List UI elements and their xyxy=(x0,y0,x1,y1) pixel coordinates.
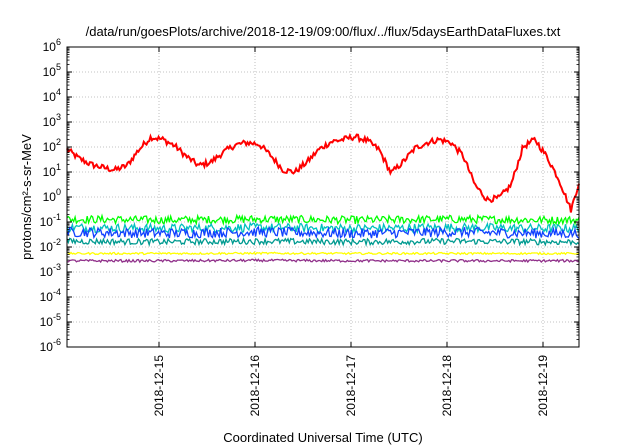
y-tick-label: 100 xyxy=(43,187,61,204)
series-line-1 xyxy=(66,213,580,227)
chart-title: /data/run/goesPlots/archive/2018-12-19/0… xyxy=(86,24,561,39)
series-line-3 xyxy=(66,225,580,240)
y-tick-label: 10-5 xyxy=(40,312,61,329)
y-tick-label: 10-4 xyxy=(40,287,61,304)
y-axis-label: protons/cm²-s-sr-MeV xyxy=(19,134,34,260)
y-axis: 106 105 104 103 102 101 100 10-1 10-2 10-3 10-4 10-… xyxy=(40,37,579,354)
grid xyxy=(67,47,579,347)
x-tick-label: 2018-12-16 xyxy=(248,355,262,417)
y-tick-label: 10-6 xyxy=(40,337,61,354)
x-tick-label: 2018-12-15 xyxy=(152,355,166,417)
x-tick-label: 2018-12-19 xyxy=(536,355,550,417)
x-axis: 2018-12-15 2018-12-16 2018-12-17 2018-12-18… xyxy=(152,47,550,416)
x-tick-label: 2018-12-18 xyxy=(440,355,454,417)
series-line-6 xyxy=(67,258,580,264)
y-tick-label: 10-2 xyxy=(40,237,61,254)
y-tick-label: 101 xyxy=(43,162,61,179)
series-line-5 xyxy=(66,251,580,256)
x-axis-label: Coordinated Universal Time (UTC) xyxy=(223,430,422,445)
y-tick-label: 10-1 xyxy=(40,212,61,229)
y-tick-label: 103 xyxy=(43,112,61,129)
x-tick-label: 2018-12-17 xyxy=(344,355,358,417)
series-line-0 xyxy=(66,132,580,213)
y-tick-label: 104 xyxy=(43,87,61,104)
y-tick-label: 10-3 xyxy=(40,262,61,279)
series-group xyxy=(66,132,580,264)
y-tick-label: 105 xyxy=(43,62,61,79)
y-tick-label: 106 xyxy=(43,37,61,54)
y-tick-label: 102 xyxy=(43,137,61,154)
series-line-4 xyxy=(66,236,580,248)
